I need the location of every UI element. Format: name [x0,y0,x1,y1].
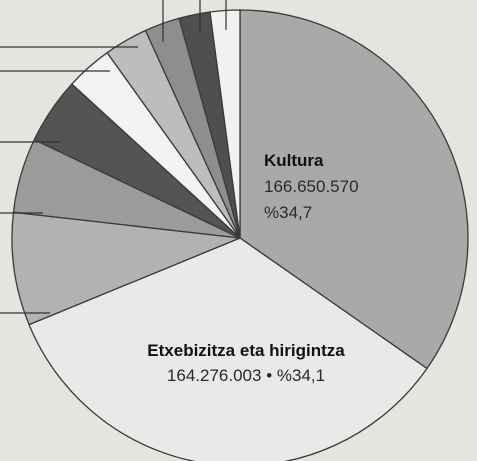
slice [28,237,428,461]
slice-label: Kultura [264,151,324,170]
slice-label: Etxebizitza eta hirigintza [147,341,345,360]
slice [239,9,469,370]
slice [209,9,241,239]
slice-percent: %34,1 [277,366,325,385]
leader-lines [0,0,227,314]
slice [11,211,241,326]
pie [11,9,469,461]
slice-amount: 166.650.570 [264,177,359,196]
slice-amount: 164.276.003 [167,366,262,385]
slice-value-line: 164.276.003 • %34,1 [167,366,325,385]
slice-percent: %34,7 [264,203,312,222]
